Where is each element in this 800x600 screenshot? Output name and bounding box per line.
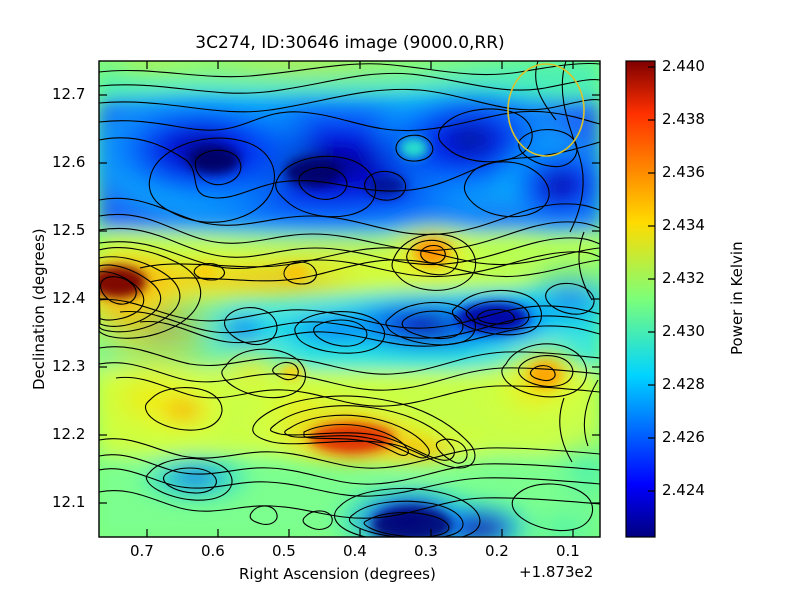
colorbar-tick-label: 2.436 (662, 163, 705, 181)
plot-title: 3C274, ID:30646 image (9000.0,RR) (195, 33, 505, 53)
x-axis-label: Right Ascension (degrees) (239, 565, 436, 583)
colorbar-tick-label: 2.434 (662, 216, 705, 234)
contour-lines (99, 61, 600, 537)
x-axis-offset-text: +1.873e2 (519, 563, 594, 581)
y-tick-label: 12.6 (52, 153, 86, 171)
axis-ticks (99, 61, 600, 537)
colorbar-frame (625, 60, 656, 538)
colorbar-tick-label: 2.440 (662, 57, 705, 75)
colorbar-tick-label: 2.432 (662, 269, 705, 287)
y-tick-label: 12.4 (52, 289, 86, 307)
x-tick-label: 0.6 (201, 542, 225, 560)
colorbar-tick-label: 2.430 (662, 322, 705, 340)
x-tick-label: 0.7 (130, 542, 154, 560)
x-tick-label: 0.1 (556, 542, 580, 560)
colorbar-tick-label: 2.424 (662, 481, 705, 499)
x-tick-label: 0.4 (343, 542, 367, 560)
x-tick-label: 0.3 (414, 542, 438, 560)
colorbar-label: Power in Kelvin (728, 241, 746, 355)
y-axis-label: Declination (degrees) (30, 228, 48, 390)
y-tick-label: 12.3 (52, 357, 86, 375)
colorbar-tick-label: 2.428 (662, 375, 705, 393)
x-tick-label: 0.5 (272, 542, 296, 560)
y-tick-label: 12.1 (52, 493, 86, 511)
colorbar-tick-label: 2.426 (662, 428, 705, 446)
source-region-circle (507, 63, 585, 157)
colorbar-ticks (648, 66, 655, 492)
x-tick-label: 0.2 (485, 542, 509, 560)
colorbar-tick-label: 2.438 (662, 110, 705, 128)
y-tick-label: 12.5 (52, 221, 86, 239)
y-tick-label: 12.2 (52, 425, 86, 443)
colorbar-gradient (626, 61, 655, 537)
y-tick-label: 12.7 (52, 85, 86, 103)
